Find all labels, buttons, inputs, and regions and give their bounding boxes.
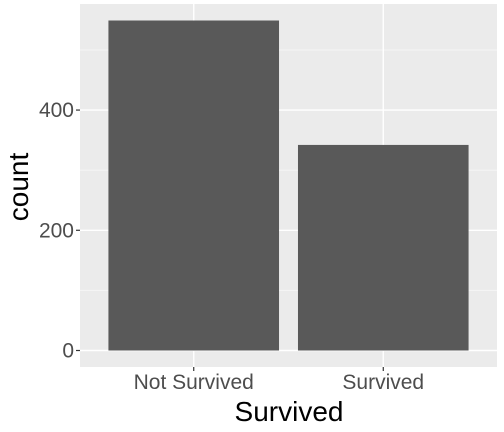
bar-not-survived — [108, 20, 280, 351]
y-axis-title: count — [3, 153, 34, 222]
x-axis: Not Survived Survived — [134, 367, 424, 394]
bars — [108, 20, 469, 351]
x-axis-title: Survived — [235, 396, 344, 427]
y-tick-label: 200 — [39, 219, 74, 242]
y-tick-label: 400 — [39, 99, 74, 122]
y-axis: 0 200 400 — [39, 99, 80, 363]
bar-survived — [297, 144, 469, 351]
x-tick-label: Survived — [342, 371, 424, 394]
y-tick-label: 0 — [62, 340, 74, 363]
x-tick-label: Not Survived — [134, 371, 254, 394]
